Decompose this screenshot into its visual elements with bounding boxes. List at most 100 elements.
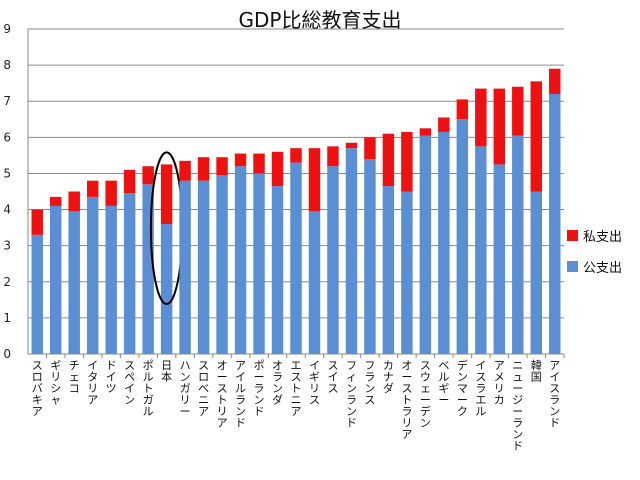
bar-public-4: [105, 205, 117, 354]
bar-private-4: [105, 180, 117, 206]
bar-public-11: [234, 166, 247, 354]
x-category-label: オランダ: [272, 359, 283, 407]
bar-public-3: [86, 196, 99, 354]
bar-private-8: [179, 160, 191, 181]
x-category-label: オーストラリア: [401, 359, 412, 441]
x-category-label: ベルギー: [438, 359, 449, 407]
bar-private-10: [216, 157, 228, 176]
bar-public-0: [31, 234, 43, 354]
x-category-label: イギリス: [309, 359, 320, 407]
y-tick-label: 0: [3, 347, 11, 361]
bar-private-15: [308, 148, 321, 212]
x-category-label: ハンガリー: [180, 359, 191, 418]
legend-item-private: 私支出: [567, 226, 622, 245]
x-category-label: スロベニア: [198, 359, 209, 418]
legend-label-public: 公支出: [583, 261, 623, 276]
x-category-label: アイスランド: [549, 359, 560, 430]
x-category-label: スペイン: [124, 359, 135, 407]
bar-public-5: [123, 193, 136, 354]
bar-public-17: [345, 148, 358, 354]
y-tick-label: 6: [3, 130, 11, 144]
bar-public-18: [364, 159, 376, 354]
bar-private-0: [31, 209, 43, 235]
x-category-label: イタリア: [87, 359, 98, 407]
y-tick-label: 7: [3, 94, 11, 108]
bar-public-27: [530, 191, 543, 354]
bar-public-12: [253, 173, 265, 354]
bar-private-3: [86, 180, 99, 197]
bar-public-22: [438, 131, 450, 354]
bar-public-20: [401, 191, 413, 354]
x-category-label: スウェーデン: [420, 359, 431, 430]
x-category-label: 韓国: [531, 359, 542, 384]
bar-public-26: [512, 135, 524, 354]
bar-public-25: [493, 164, 506, 354]
legend-swatch-private: [567, 230, 578, 241]
bar-private-11: [234, 153, 247, 167]
bar-public-10: [216, 175, 228, 354]
x-category-label: エストニア: [291, 359, 302, 418]
x-category-label: フランス: [364, 359, 375, 407]
bar-public-6: [142, 184, 154, 354]
bar-public-1: [49, 205, 62, 354]
legend: 私支出 公支出: [567, 226, 622, 288]
bar-private-16: [327, 146, 339, 167]
bar-public-14: [290, 162, 302, 354]
bar-private-6: [142, 166, 154, 185]
chart-title: GDP比総教育支出: [238, 8, 402, 32]
legend-item-public: 公支出: [567, 257, 622, 276]
bar-private-17: [345, 142, 358, 149]
x-category-label: ドイツ: [106, 359, 117, 395]
bar-public-21: [419, 135, 432, 354]
x-category-label: チェコ: [69, 359, 80, 395]
bar-private-14: [290, 148, 302, 163]
bar-private-21: [419, 128, 432, 136]
bar-private-19: [382, 133, 395, 187]
bar-public-13: [271, 186, 284, 354]
y-tick-label: 4: [3, 203, 11, 217]
x-category-label: イスラエル: [475, 359, 486, 418]
bar-private-12: [253, 153, 265, 174]
bar-private-5: [123, 169, 136, 194]
bar-private-18: [364, 137, 376, 159]
bar-public-16: [327, 166, 339, 354]
bar-private-7: [160, 164, 173, 224]
bar-public-7: [160, 224, 173, 354]
bar-public-28: [549, 94, 561, 354]
y-tick-label: 5: [3, 166, 11, 180]
x-category-label: フィンランド: [346, 359, 357, 430]
y-tick-label: 1: [3, 311, 11, 325]
x-category-label: ギリシャ: [50, 359, 61, 407]
bar-public-23: [456, 119, 469, 355]
x-category-label: デンマーク: [457, 358, 468, 418]
bar-private-25: [493, 88, 506, 165]
bar-public-2: [68, 211, 80, 354]
bar-private-1: [49, 196, 62, 206]
bar-public-19: [382, 186, 395, 354]
bar-private-26: [512, 86, 524, 136]
y-tick-label: 3: [3, 239, 11, 253]
legend-label-private: 私支出: [583, 230, 623, 245]
bar-public-24: [475, 146, 487, 354]
bar-public-8: [179, 180, 191, 354]
bar-private-20: [401, 131, 413, 192]
x-category-label: スロバキア: [32, 359, 43, 418]
y-tick-label: 2: [3, 275, 11, 289]
bar-public-9: [197, 180, 210, 354]
x-category-label: アメリカ: [494, 359, 505, 407]
bar-public-15: [308, 211, 321, 354]
x-category-label: カナダ: [383, 359, 394, 395]
y-tick-label: 9: [3, 22, 11, 36]
x-category-label: ポーランド: [254, 359, 265, 418]
bar-private-27: [530, 81, 543, 192]
x-category-label: 日本: [161, 359, 172, 384]
y-tick-label: 8: [3, 58, 11, 72]
bar-private-13: [271, 151, 284, 187]
bar-private-24: [475, 88, 487, 147]
legend-swatch-public: [567, 261, 578, 272]
x-category-label: スイス: [327, 359, 338, 395]
bar-private-9: [197, 157, 210, 181]
bar-private-2: [68, 191, 80, 212]
